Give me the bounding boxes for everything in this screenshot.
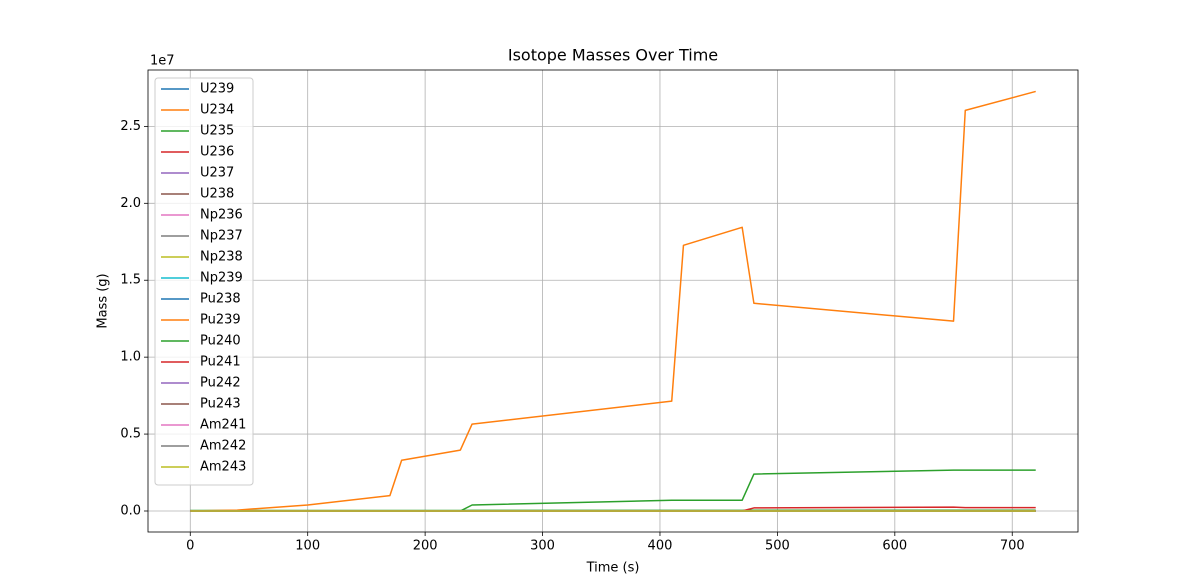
x-tick-label: 700	[1000, 539, 1025, 554]
series-line	[190, 469, 1036, 512]
legend-label: Am242	[200, 439, 246, 454]
legend-label: Np238	[200, 250, 243, 265]
legend-label: U236	[200, 145, 234, 160]
x-tick-label: 200	[413, 539, 438, 554]
x-tick-label: 400	[648, 539, 673, 554]
legend-label: Am243	[200, 460, 246, 475]
axes-frame	[147, 69, 1079, 533]
legend: U239 U234 U235 U236 U237 U238 Np236 Np237 Np238 N…	[154, 77, 254, 486]
legend-label: Np239	[200, 271, 243, 286]
legend-label: U238	[200, 187, 234, 202]
x-tick-label: 0	[186, 539, 194, 554]
y-tick-label: 1.5	[120, 273, 141, 288]
y-tick-label: 0.0	[120, 504, 141, 519]
y-tick-label: 1.0	[120, 350, 141, 365]
chart-title: Isotope Masses Over Time	[508, 46, 718, 65]
legend-label: Am241	[200, 418, 246, 433]
legend-label: Pu238	[200, 292, 241, 307]
lines	[190, 90, 1036, 512]
series-line	[190, 90, 1036, 512]
ticks: 0 100 200 300 400 500 600 700 0.0 0.5 1.0 1.5 2.0 2.5	[120, 119, 1024, 554]
x-tick-label: 100	[295, 539, 320, 554]
legend-label: Pu242	[200, 376, 241, 391]
legend-label: Np237	[200, 229, 243, 244]
legend-label: Pu241	[200, 355, 241, 370]
grid	[148, 70, 1078, 532]
y-tick-label: 0.5	[120, 427, 141, 442]
y-tick-label: 2.5	[120, 119, 141, 134]
legend-label: Pu240	[200, 334, 241, 349]
y-offset-label: 1e7	[150, 54, 175, 69]
legend-label: Pu243	[200, 397, 241, 412]
legend-label: U235	[200, 124, 234, 139]
x-axis-label: Time (s)	[586, 561, 640, 576]
legend-label: U237	[200, 166, 234, 181]
x-tick-label: 300	[530, 539, 555, 554]
y-axis-label: Mass (g)	[96, 273, 111, 328]
legend-label: Np236	[200, 208, 243, 223]
legend-label: U234	[200, 103, 234, 118]
legend-label: U239	[200, 82, 234, 97]
legend-label: Pu239	[200, 313, 241, 328]
x-tick-label: 500	[765, 539, 790, 554]
x-tick-label: 600	[882, 539, 907, 554]
y-tick-label: 2.0	[120, 196, 141, 211]
